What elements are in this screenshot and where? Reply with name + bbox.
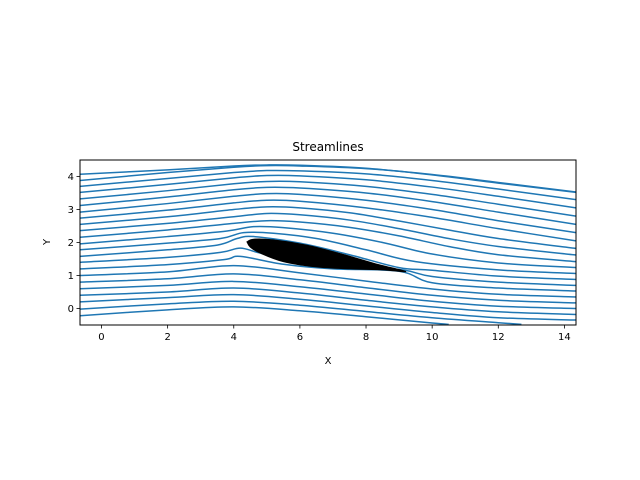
y-tick-label-4: 4 — [68, 172, 74, 183]
x-tick-label-6: 6 — [297, 332, 303, 343]
streamline-22 — [80, 164, 576, 194]
streamline-11 — [80, 225, 576, 269]
y-tick-label-3: 3 — [68, 205, 74, 216]
y-tick-label-2: 2 — [68, 238, 74, 249]
streamline-20 — [80, 169, 576, 201]
streamline-12 — [80, 219, 576, 263]
streamline-4 — [80, 280, 576, 310]
streamline-17 — [80, 186, 576, 226]
streamline-9 — [80, 235, 576, 281]
streamline-15 — [80, 199, 576, 242]
y-axis-ticks: 0 1 2 3 4 — [68, 172, 80, 315]
streamlines — [80, 164, 576, 325]
x-tick-label-8: 8 — [363, 332, 369, 343]
streamline-10 — [80, 231, 576, 275]
y-tick-label-1: 1 — [68, 271, 74, 282]
y-axis-label: Y — [42, 238, 53, 246]
streamline-5 — [80, 273, 576, 304]
chart-title: Streamlines — [292, 140, 363, 154]
streamline-3 — [80, 287, 576, 316]
x-axis-ticks: 0 2 4 6 8 10 12 14 — [98, 325, 571, 343]
streamline-18 — [80, 180, 576, 217]
x-tick-label-10: 10 — [426, 332, 439, 343]
x-axis-label: X — [325, 356, 332, 367]
streamline-2 — [80, 293, 576, 321]
streamline-7 — [80, 255, 576, 292]
y-tick-label-0: 0 — [68, 304, 74, 315]
airfoil-body — [246, 238, 407, 273]
x-tick-label-14: 14 — [558, 332, 571, 343]
streamline-14 — [80, 206, 576, 250]
streamline-16 — [80, 192, 576, 234]
streamline-1 — [80, 300, 522, 325]
x-tick-label-4: 4 — [231, 332, 237, 343]
streamline-19 — [80, 174, 576, 209]
airfoil-shape — [246, 238, 407, 273]
streamline-13 — [80, 212, 576, 256]
x-tick-label-12: 12 — [492, 332, 505, 343]
x-tick-label-2: 2 — [164, 332, 170, 343]
x-tick-label-0: 0 — [98, 332, 104, 343]
streamline-0 — [80, 306, 449, 325]
streamline-6 — [80, 264, 576, 298]
